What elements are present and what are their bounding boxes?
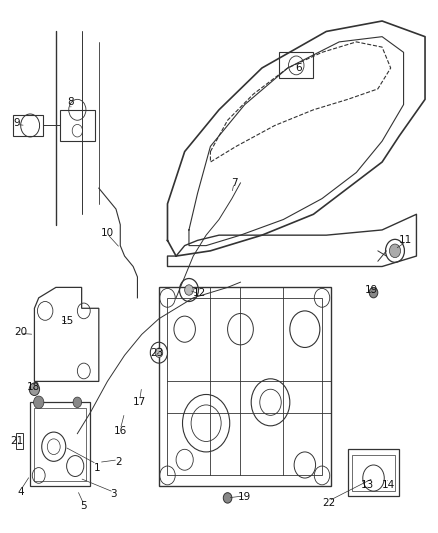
Bar bbox=[35, 408, 86, 481]
Text: 21: 21 bbox=[11, 437, 24, 447]
Text: 1: 1 bbox=[93, 463, 100, 473]
Text: 15: 15 bbox=[61, 317, 74, 326]
Circle shape bbox=[34, 396, 44, 409]
Bar bbox=[30, 402, 90, 486]
Bar bbox=[167, 298, 322, 475]
Circle shape bbox=[369, 287, 378, 298]
Circle shape bbox=[389, 244, 401, 257]
Bar bbox=[60, 110, 95, 141]
Text: 12: 12 bbox=[193, 288, 206, 297]
Circle shape bbox=[155, 348, 163, 358]
Text: 11: 11 bbox=[399, 236, 412, 245]
Text: 19: 19 bbox=[238, 492, 251, 503]
Text: 17: 17 bbox=[133, 397, 146, 407]
Text: 18: 18 bbox=[27, 382, 40, 392]
Text: 3: 3 bbox=[110, 489, 117, 499]
Text: 16: 16 bbox=[113, 426, 127, 436]
Text: 14: 14 bbox=[382, 480, 395, 490]
Text: 4: 4 bbox=[18, 487, 24, 497]
Circle shape bbox=[185, 285, 193, 295]
Bar bbox=[348, 449, 399, 496]
Text: 9: 9 bbox=[13, 118, 20, 128]
Text: 23: 23 bbox=[150, 348, 163, 358]
Text: 13: 13 bbox=[360, 480, 374, 490]
Bar bbox=[13, 115, 43, 136]
Text: 8: 8 bbox=[67, 97, 74, 107]
Circle shape bbox=[73, 397, 81, 408]
Bar bbox=[279, 52, 314, 78]
Text: 2: 2 bbox=[115, 457, 121, 467]
Bar bbox=[352, 455, 395, 491]
Circle shape bbox=[223, 492, 232, 503]
Bar bbox=[15, 433, 23, 449]
Text: 22: 22 bbox=[322, 498, 335, 507]
Bar bbox=[159, 287, 331, 486]
Text: 5: 5 bbox=[81, 500, 87, 511]
Text: 20: 20 bbox=[14, 327, 27, 337]
Text: 19: 19 bbox=[365, 285, 378, 295]
Text: 6: 6 bbox=[295, 63, 302, 73]
Circle shape bbox=[29, 383, 39, 395]
Text: 10: 10 bbox=[101, 228, 114, 238]
Text: 7: 7 bbox=[231, 178, 237, 188]
